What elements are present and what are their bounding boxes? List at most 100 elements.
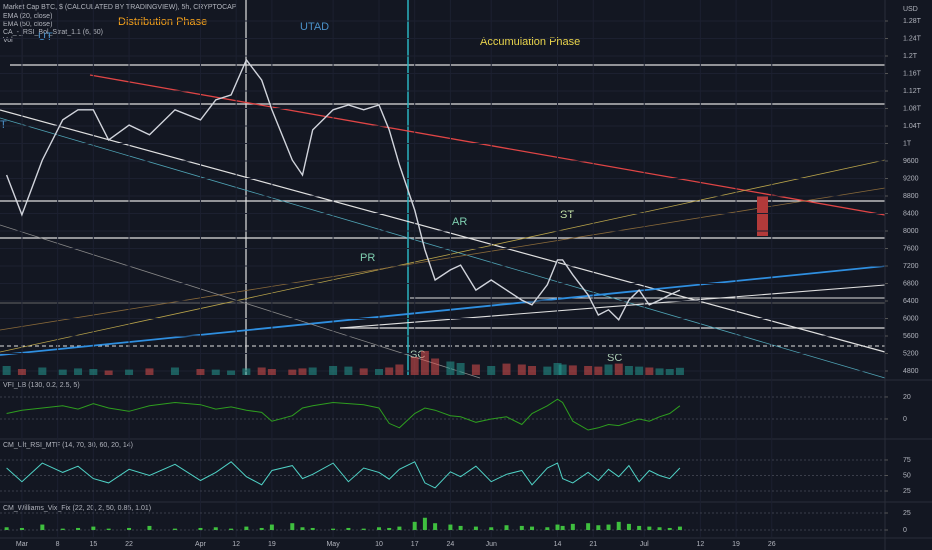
volume-bar	[395, 364, 404, 375]
bar	[504, 525, 509, 530]
legend-item: CA_-_RSI_Bol_Strat_1.1 (6, 50)	[3, 29, 103, 36]
y-tick-label: 1T	[903, 140, 912, 147]
x-tick-label: 19	[268, 541, 276, 548]
annotation: PR	[360, 252, 375, 264]
bar	[422, 517, 427, 530]
bar	[616, 521, 621, 530]
volume-bar	[624, 366, 633, 375]
bar	[519, 525, 524, 530]
bar	[346, 527, 351, 530]
volume-bar	[471, 364, 480, 375]
volume-bar	[584, 366, 593, 375]
volume-bar	[456, 363, 465, 375]
bar	[40, 524, 45, 530]
bar	[448, 524, 453, 530]
x-tick-label: May	[326, 541, 340, 548]
volume-bar	[125, 369, 134, 375]
volume-bar	[359, 368, 368, 375]
y-tick-label: 8000	[903, 228, 919, 235]
y-tick-label: 5200	[903, 350, 919, 357]
volume-bar	[89, 369, 98, 375]
bar	[19, 527, 24, 530]
volume-bar	[635, 366, 644, 375]
bar	[433, 523, 438, 530]
bar	[172, 528, 177, 530]
bar	[412, 521, 417, 530]
annotation: AR	[452, 216, 467, 228]
x-tick-label: 21	[589, 541, 597, 548]
bar	[387, 527, 392, 530]
bar	[489, 527, 494, 530]
pane-title: VFI_LB (130, 0.2, 2.5, 5)	[3, 382, 80, 389]
y-tick-label: 7200	[903, 263, 919, 270]
bar	[606, 524, 611, 530]
bar	[147, 525, 152, 530]
y-tick-label: 8800	[903, 193, 919, 200]
bar	[626, 523, 631, 530]
x-tick-label: 19	[732, 541, 740, 548]
y-tick-label: 50	[903, 472, 911, 479]
volume-bar	[170, 367, 179, 375]
y-tick-label: 1.16T	[903, 70, 922, 77]
bar	[310, 527, 315, 530]
x-tick-label: 15	[89, 541, 97, 548]
trend-line	[0, 265, 886, 356]
x-tick-label: Jul	[640, 541, 649, 548]
annotation: Distribution Phase	[118, 16, 207, 28]
y-tick-label: 1.24T	[903, 35, 922, 42]
y-tick-label: 1.08T	[903, 105, 922, 112]
trend-line	[0, 159, 886, 353]
bar	[4, 527, 9, 530]
y-tick-label: 1.28T	[903, 18, 922, 25]
volume-bar	[558, 364, 567, 375]
bar	[331, 528, 336, 530]
box	[757, 196, 768, 236]
volume-bar	[196, 369, 205, 375]
volume-bar	[487, 366, 496, 375]
x-tick-label: 12	[232, 541, 240, 548]
volume-bar	[257, 367, 266, 375]
legend-item: Vol	[3, 37, 13, 44]
volume-bar	[502, 363, 511, 375]
volume-bar	[410, 357, 419, 375]
volume-bar	[288, 369, 297, 375]
y-tick-label: 75	[903, 457, 911, 464]
volume-bar	[568, 365, 577, 375]
x-tick-label: 22	[125, 541, 133, 548]
y-tick-label: 0	[903, 416, 907, 423]
x-tick-label: 17	[411, 541, 419, 548]
volume-bar	[543, 366, 552, 375]
volume-bar	[344, 366, 353, 375]
y-tick-label: 20	[903, 394, 911, 401]
y-tick-label: 0	[903, 527, 907, 534]
volume-bar	[2, 366, 11, 375]
bar	[586, 523, 591, 530]
bar	[361, 528, 366, 530]
annotation: UT	[38, 31, 53, 43]
bar	[677, 526, 682, 530]
y-tick-label: 6800	[903, 280, 919, 287]
bar	[555, 524, 560, 530]
y-tick-label: 6000	[903, 315, 919, 322]
y-tick-label: 9200	[903, 175, 919, 182]
volume-bar	[604, 364, 613, 375]
annotation: SC	[607, 352, 622, 364]
volume-bar	[227, 370, 236, 375]
y-tick-label: 5600	[903, 333, 919, 340]
bar	[269, 524, 274, 530]
volume-bar	[675, 367, 684, 375]
bar	[657, 527, 662, 530]
volume-bar	[655, 368, 664, 375]
bar	[198, 527, 203, 530]
legend-item: EMA (20, close)	[3, 13, 52, 20]
bar	[530, 526, 535, 530]
series-line	[6, 398, 681, 431]
bar	[647, 526, 652, 530]
volume-bar	[38, 367, 47, 375]
volume-bar	[517, 364, 526, 375]
bar	[244, 526, 249, 530]
volume-bar	[298, 368, 307, 375]
y-tick-label: 1.2T	[903, 53, 918, 60]
bar	[290, 523, 295, 530]
